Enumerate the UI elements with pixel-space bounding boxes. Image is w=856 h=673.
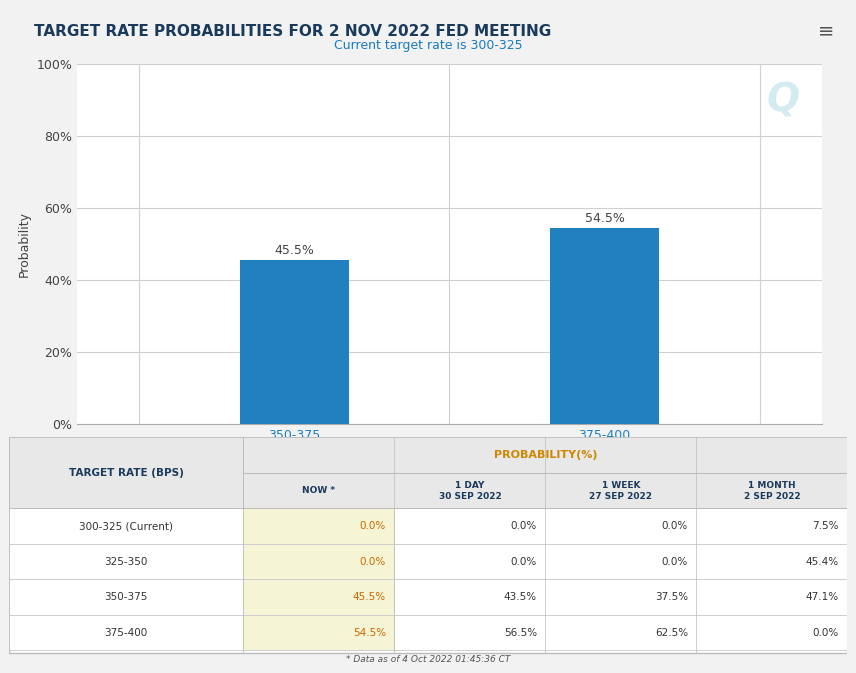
Text: 0.0%: 0.0% — [662, 557, 688, 567]
Text: 1 DAY
30 SEP 2022: 1 DAY 30 SEP 2022 — [438, 481, 502, 501]
Bar — [550, 227, 659, 424]
Text: 7.5%: 7.5% — [812, 521, 839, 531]
Text: 37.5%: 37.5% — [655, 592, 688, 602]
Text: NOW *: NOW * — [302, 486, 336, 495]
Text: * Data as of 4 Oct 2022 01:45:36 CT: * Data as of 4 Oct 2022 01:45:36 CT — [346, 655, 510, 664]
X-axis label: Target Rate (in bps): Target Rate (in bps) — [388, 450, 511, 463]
Text: 1 WEEK
27 SEP 2022: 1 WEEK 27 SEP 2022 — [590, 481, 652, 501]
Text: TARGET RATE (BPS): TARGET RATE (BPS) — [68, 468, 183, 478]
Text: 45.4%: 45.4% — [806, 557, 839, 567]
Y-axis label: Probability: Probability — [18, 211, 31, 277]
Text: 0.0%: 0.0% — [511, 557, 537, 567]
Bar — [243, 473, 847, 508]
Bar — [243, 544, 395, 579]
Text: TARGET RATE PROBABILITIES FOR 2 NOV 2022 FED MEETING: TARGET RATE PROBABILITIES FOR 2 NOV 2022… — [34, 24, 551, 38]
Text: 43.5%: 43.5% — [504, 592, 537, 602]
Text: Q: Q — [766, 82, 800, 120]
Text: 47.1%: 47.1% — [806, 592, 839, 602]
Bar — [9, 615, 847, 650]
Text: 1 MONTH
2 SEP 2022: 1 MONTH 2 SEP 2022 — [744, 481, 800, 501]
Text: 300-325 (Current): 300-325 (Current) — [79, 521, 173, 531]
Text: 0.0%: 0.0% — [662, 521, 688, 531]
Bar — [9, 579, 847, 615]
Text: Current target rate is 300-325: Current target rate is 300-325 — [334, 39, 522, 52]
Text: 62.5%: 62.5% — [655, 627, 688, 637]
Bar — [240, 260, 348, 424]
Text: 0.0%: 0.0% — [360, 557, 386, 567]
Text: ≡: ≡ — [818, 22, 835, 40]
Text: 45.5%: 45.5% — [274, 244, 314, 257]
Text: 54.5%: 54.5% — [585, 212, 625, 225]
Text: 375-400: 375-400 — [104, 627, 147, 637]
Text: PROBABILITY(%): PROBABILITY(%) — [494, 450, 597, 460]
Bar — [243, 508, 395, 544]
Bar — [243, 579, 395, 615]
Text: 0.0%: 0.0% — [360, 521, 386, 531]
Bar — [9, 437, 243, 508]
Text: 0.0%: 0.0% — [511, 521, 537, 531]
Bar — [9, 508, 847, 544]
Text: 54.5%: 54.5% — [353, 627, 386, 637]
Bar — [243, 437, 847, 473]
Text: 0.0%: 0.0% — [813, 627, 839, 637]
Text: 45.5%: 45.5% — [353, 592, 386, 602]
Text: 350-375: 350-375 — [104, 592, 148, 602]
Text: 325-350: 325-350 — [104, 557, 148, 567]
Bar — [9, 544, 847, 579]
Text: 56.5%: 56.5% — [504, 627, 537, 637]
Bar — [243, 615, 395, 650]
